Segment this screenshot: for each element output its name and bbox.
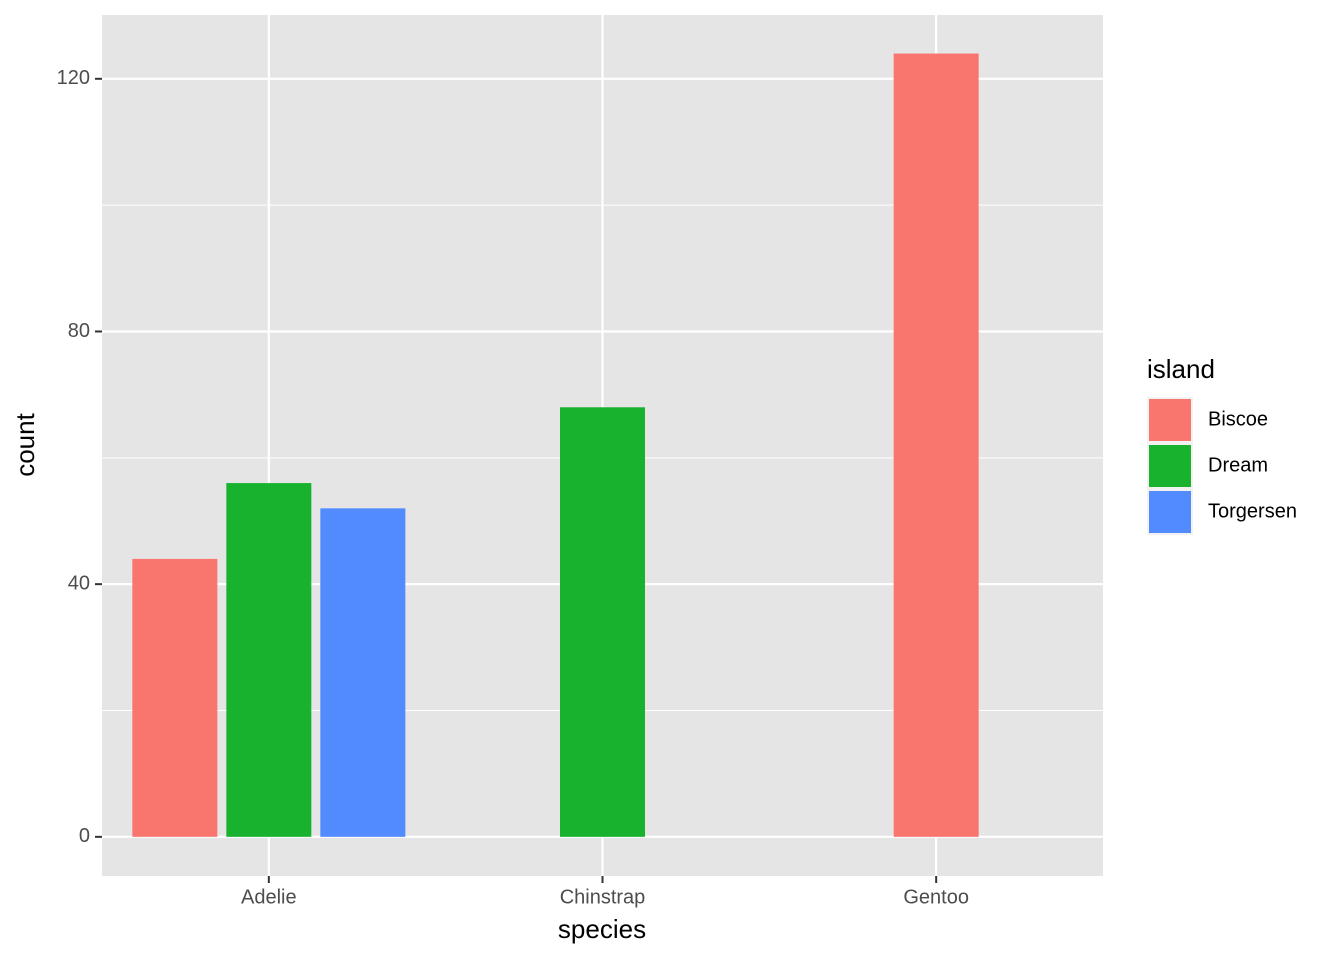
legend-label: Dream bbox=[1208, 454, 1268, 476]
x-axis-label: species bbox=[558, 914, 646, 944]
y-tick-label: 80 bbox=[68, 320, 90, 342]
bar bbox=[132, 558, 218, 837]
y-tick-label: 40 bbox=[68, 572, 90, 594]
y-axis-label: count bbox=[10, 412, 40, 476]
y-tick-label: 120 bbox=[57, 67, 90, 89]
bar bbox=[893, 53, 979, 837]
legend-key bbox=[1149, 445, 1191, 487]
bar bbox=[560, 407, 645, 837]
legend-title: island bbox=[1147, 354, 1215, 384]
legend-key bbox=[1149, 491, 1191, 533]
x-tick-label: Adelie bbox=[241, 886, 297, 908]
y-tick-label: 0 bbox=[79, 825, 90, 847]
legend-label: Torgersen bbox=[1208, 500, 1297, 522]
bar bbox=[226, 483, 312, 837]
x-tick-label: Gentoo bbox=[903, 886, 969, 908]
legend-key bbox=[1149, 399, 1191, 441]
x-tick-label: Chinstrap bbox=[560, 886, 646, 908]
bar bbox=[320, 508, 406, 837]
legend-label: Biscoe bbox=[1208, 408, 1268, 430]
